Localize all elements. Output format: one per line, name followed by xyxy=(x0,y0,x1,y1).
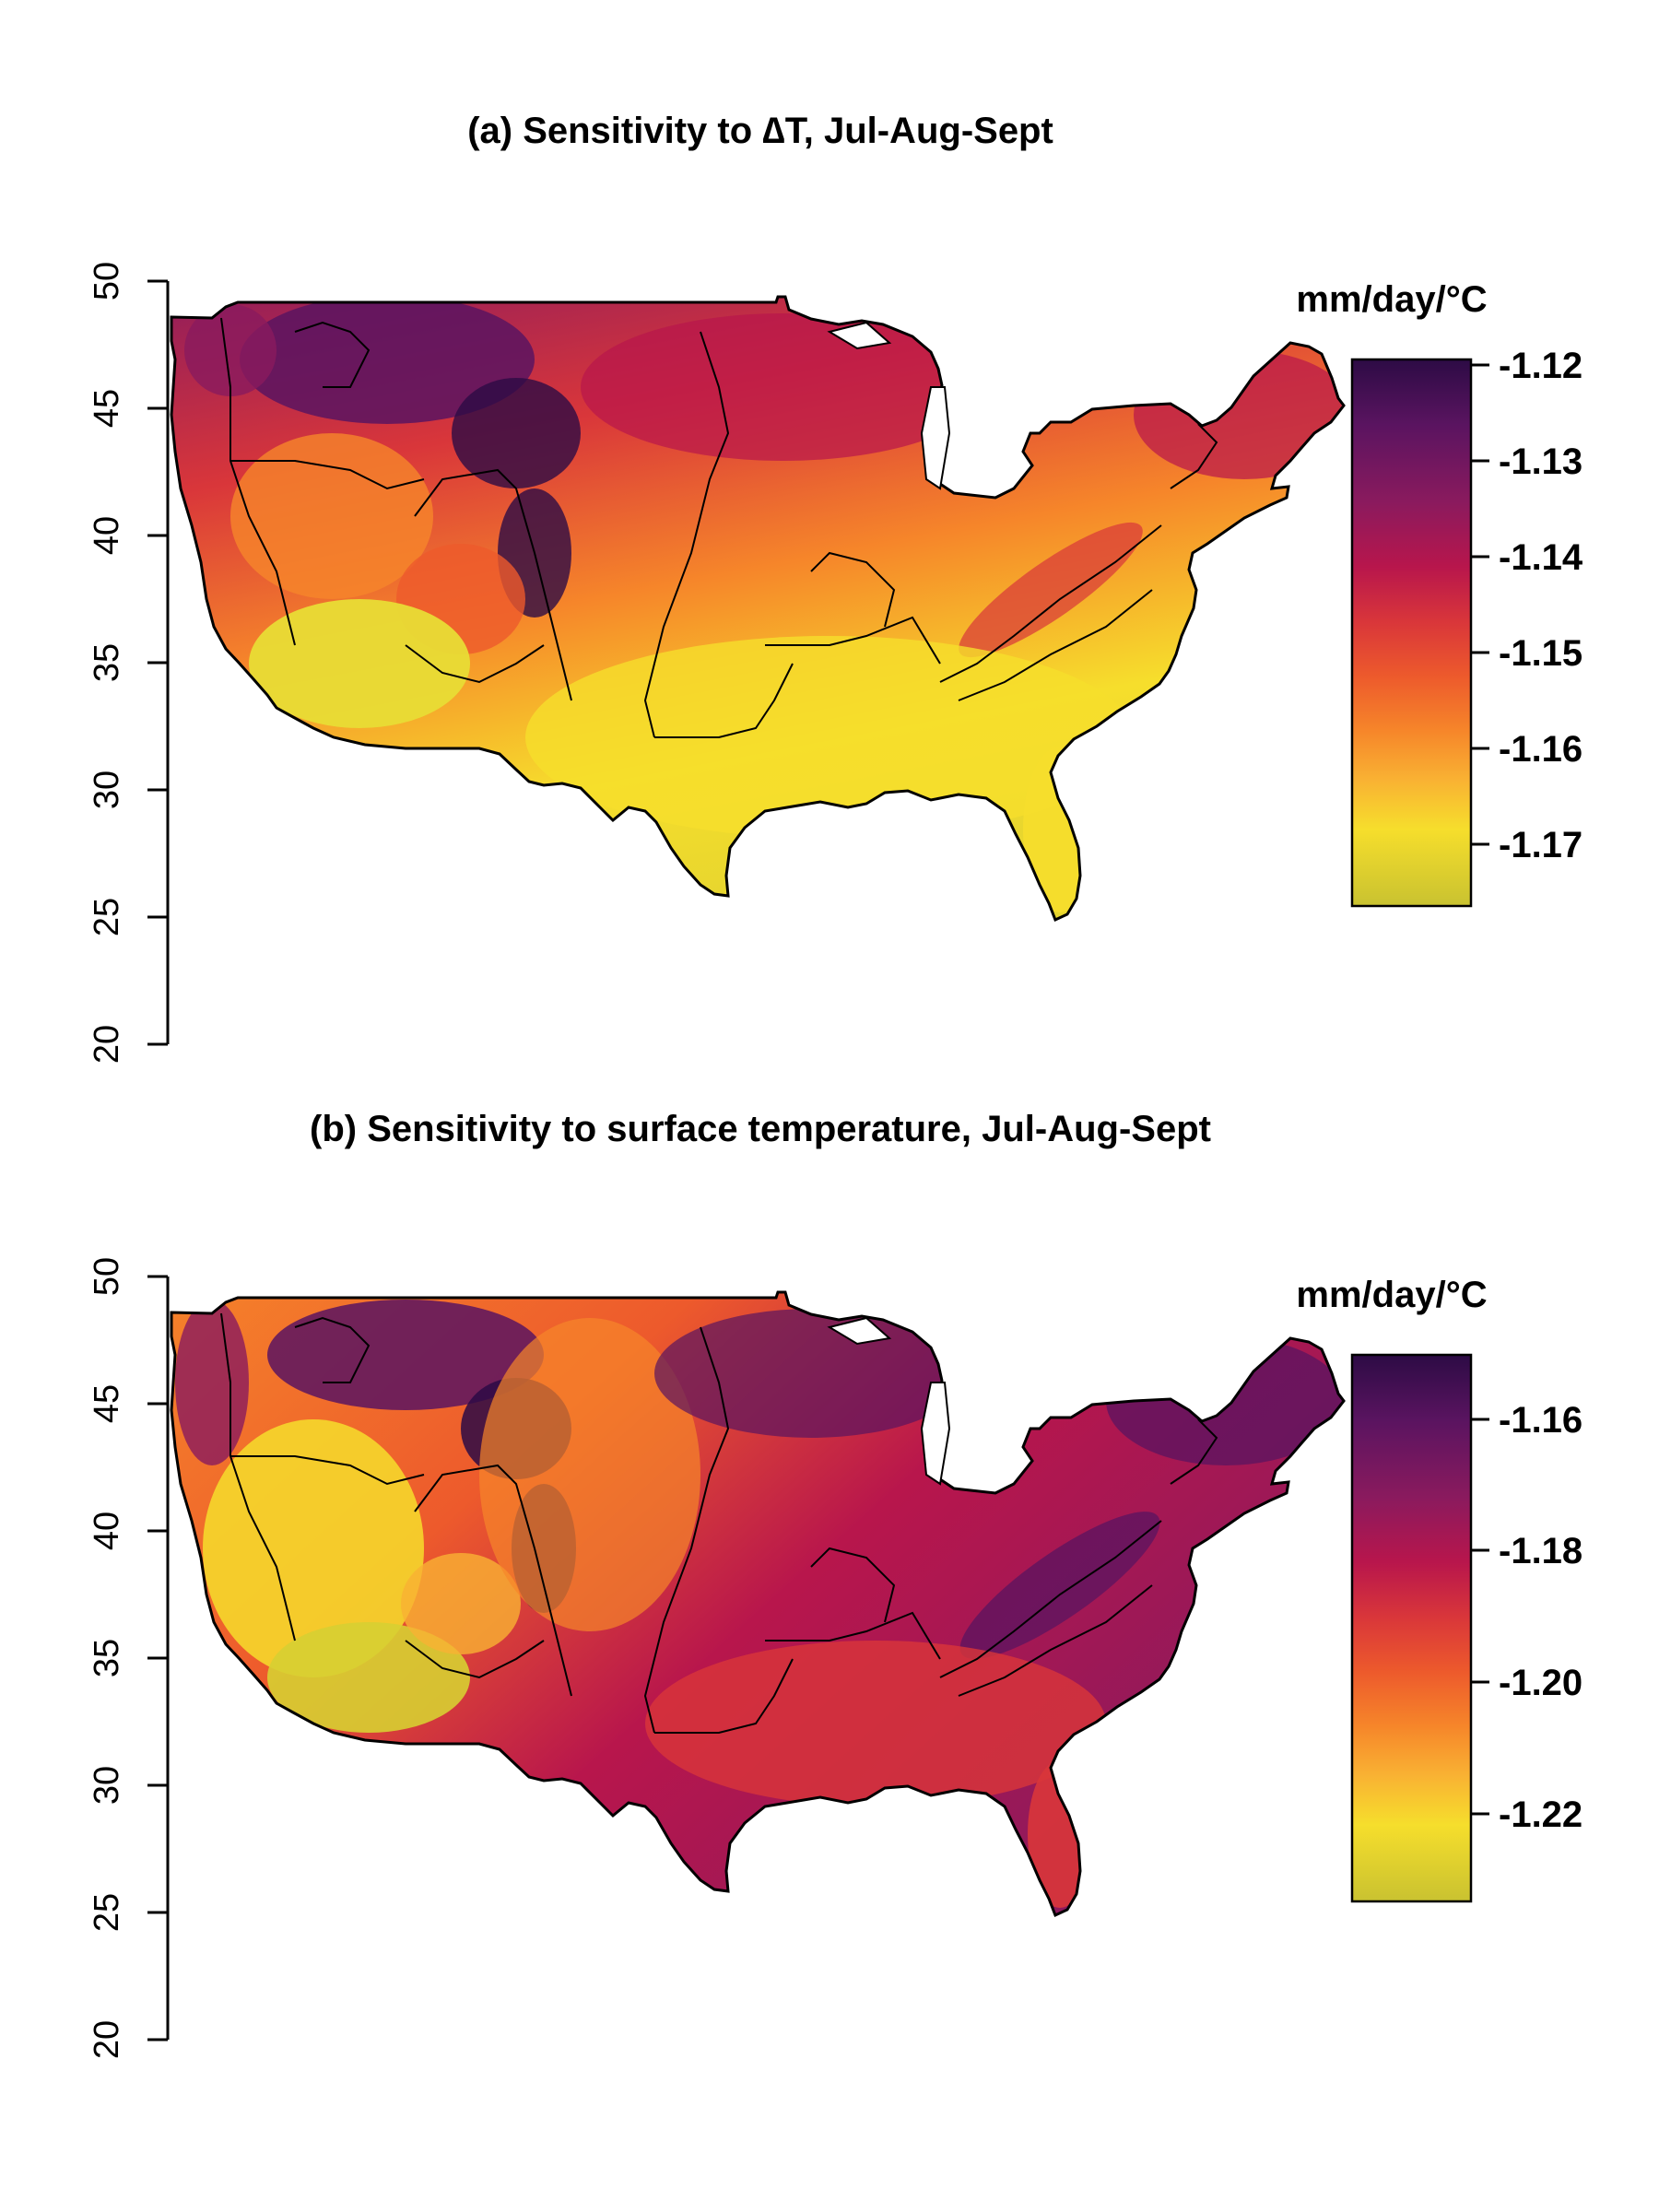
y-axis: 50 45 40 35 30 25 20 xyxy=(88,1257,170,2059)
colorbar-tick-label: -1.17 xyxy=(1499,825,1583,865)
colorbar-tick-label: -1.18 xyxy=(1499,1531,1583,1571)
colorbar-tick-label: -1.13 xyxy=(1499,441,1583,482)
y-tick-label: 45 xyxy=(88,389,126,428)
y-tick-label: 45 xyxy=(88,1384,126,1423)
usa-map xyxy=(170,1290,1346,1917)
colorbar-unit: mm/day/°C xyxy=(1296,1275,1487,1315)
colorbar-gradient xyxy=(1350,358,1473,908)
panel-title: (a) Sensitivity to ∆T, Jul-Aug-Sept xyxy=(467,111,1053,151)
colorbar-tick-label: -1.20 xyxy=(1499,1663,1583,1703)
colorbar-unit: mm/day/°C xyxy=(1296,279,1487,320)
colorbar-ticks xyxy=(1471,1418,1489,1816)
y-tick-label: 25 xyxy=(88,1893,126,1932)
y-tick-label: 30 xyxy=(88,1766,126,1805)
colorbar-tick-label: -1.16 xyxy=(1499,729,1583,770)
y-tick-label: 20 xyxy=(88,1025,126,1064)
y-tick-label: 35 xyxy=(88,643,126,682)
y-ticks xyxy=(147,279,168,1046)
y-tick-label: 50 xyxy=(88,1257,126,1296)
panel-title: (b) Sensitivity to surface temperature, … xyxy=(310,1109,1211,1149)
y-tick-label: 25 xyxy=(88,898,126,936)
colorbar-ticks xyxy=(1471,363,1489,846)
y-tick-label: 40 xyxy=(88,516,126,555)
colorbar: mm/day/°C -1.16 -1.18 -1.20 -1.22 xyxy=(1296,1275,1583,1903)
colorbar-tick-label: -1.22 xyxy=(1499,1794,1583,1835)
colorbar-tick-label: -1.14 xyxy=(1499,537,1583,578)
colorbar-tick-label: -1.12 xyxy=(1499,346,1583,386)
y-axis: 50 45 40 35 30 25 20 xyxy=(88,262,170,1064)
y-tick-label: 40 xyxy=(88,1512,126,1550)
y-ticks xyxy=(147,1275,168,2041)
usa-map xyxy=(170,295,1346,922)
colorbar-tick-label: -1.15 xyxy=(1499,633,1583,674)
colorbar-gradient xyxy=(1350,1353,1473,1903)
panel-b: (b) Sensitivity to surface temperature, … xyxy=(88,1109,1583,2059)
colorbar: mm/day/°C -1.12 -1.13 -1.14 -1.15 -1.16 … xyxy=(1296,279,1583,908)
y-tick-label: 20 xyxy=(88,2020,126,2059)
colorbar-tick-label: -1.16 xyxy=(1499,1400,1583,1441)
y-tick-label: 30 xyxy=(88,771,126,809)
y-tick-label: 35 xyxy=(88,1639,126,1677)
y-tick-label: 50 xyxy=(88,262,126,300)
panel-a: (a) Sensitivity to ∆T, Jul-Aug-Sept 50 4… xyxy=(88,111,1583,1064)
